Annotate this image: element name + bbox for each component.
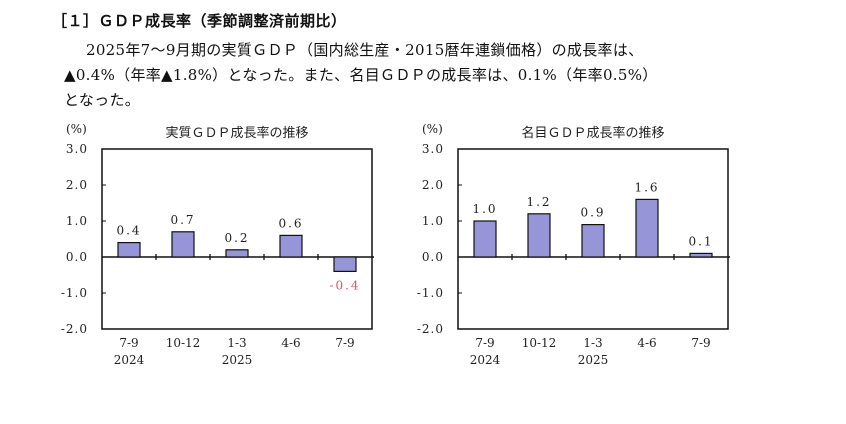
y-tick-label: 1.0 xyxy=(422,214,444,228)
x-tick-label: 10-12 xyxy=(522,336,557,350)
bar xyxy=(527,213,551,258)
bar xyxy=(279,234,303,258)
paragraph-line-2: ▲0.4%（年率▲1.8%）となった。また、名目ＧＤＰの成長率は、0.1%（年率… xyxy=(64,66,658,84)
x-tick-label: 4-6 xyxy=(637,336,656,350)
plot-frame xyxy=(101,148,373,330)
bar xyxy=(225,249,249,258)
x-tick-label: 10-12 xyxy=(166,336,201,350)
y-tick-label: 3.0 xyxy=(422,142,444,156)
y-tick-label: -1.0 xyxy=(61,286,88,300)
bar xyxy=(171,231,195,258)
data-label: 0.2 xyxy=(224,231,249,245)
x-tick-label: 1-3 xyxy=(227,336,246,350)
y-tick-label: 2.0 xyxy=(422,178,444,192)
paragraph-line-1: 2025年7～9月期の実質ＧＤＰ（国内総生産・2015暦年連鎖価格）の成長率は、 xyxy=(86,41,644,59)
y-tick-label: 3.0 xyxy=(66,142,88,156)
y-tick-label: 0.0 xyxy=(422,250,444,264)
y-tick-label: 0.0 xyxy=(66,250,88,264)
year-label: 2025 xyxy=(578,353,609,367)
data-label: -0.4 xyxy=(329,278,360,292)
section-heading: ［１］ＧＤＰ成長率（季節調整済前期比） xyxy=(52,12,347,30)
data-label: 0.4 xyxy=(116,224,141,238)
year-label: 2024 xyxy=(470,353,501,367)
year-label: 2025 xyxy=(222,353,253,367)
real-gdp-chart: (%) 実質ＧＤＰ成長率の推移 3.0 2.0 1.0 0.0 -1.0 -2.0 0.4 7-9… xyxy=(61,122,374,367)
y-tick-label: -2.0 xyxy=(61,322,88,336)
plot-frame xyxy=(457,148,729,330)
y-axis-unit: (%) xyxy=(66,122,87,136)
x-tick-label: 1-3 xyxy=(583,336,602,350)
bar xyxy=(581,223,605,258)
bar xyxy=(333,256,357,272)
x-tick-label: 7-9 xyxy=(475,336,494,350)
data-label: 1.6 xyxy=(634,180,659,194)
chart-title: 名目ＧＤＰ成長率の推移 xyxy=(521,125,664,141)
y-tick-label: 2.0 xyxy=(66,178,88,192)
chart-title: 実質ＧＤＰ成長率の推移 xyxy=(165,125,308,141)
bar xyxy=(689,252,713,258)
data-label: 0.9 xyxy=(580,206,605,220)
paragraph-line-3: となった。 xyxy=(64,91,141,109)
x-tick-label: 7-9 xyxy=(335,336,354,350)
x-tick-label: 4-6 xyxy=(281,336,300,350)
y-tick-label: -2.0 xyxy=(417,322,444,336)
bar xyxy=(635,198,659,258)
data-label: 0.6 xyxy=(278,216,303,230)
y-tick-label: -1.0 xyxy=(417,286,444,300)
bar xyxy=(473,220,497,258)
data-label: 1.2 xyxy=(526,195,551,209)
year-label: 2024 xyxy=(114,353,145,367)
x-tick-label: 7-9 xyxy=(119,336,138,350)
data-label: 1.0 xyxy=(472,202,497,216)
bar xyxy=(117,241,141,258)
summary-paragraph: 2025年7～9月期の実質ＧＤＰ（国内総生産・2015暦年連鎖価格）の成長率は、… xyxy=(64,38,754,113)
data-label: 0.7 xyxy=(170,213,195,227)
nominal-gdp-chart: (%) 名目ＧＤＰ成長率の推移 3.0 2.0 1.0 0.0 -1.0 -2.0 1.0 7-9… xyxy=(417,122,730,367)
data-label: 0.1 xyxy=(688,234,713,248)
y-tick-label: 1.0 xyxy=(66,214,88,228)
y-axis-unit: (%) xyxy=(422,122,443,136)
x-tick-label: 7-9 xyxy=(691,336,710,350)
